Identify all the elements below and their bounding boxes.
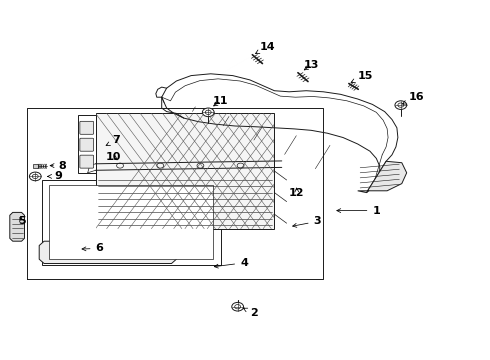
Text: 15: 15 (351, 71, 373, 82)
Text: 4: 4 (214, 258, 248, 268)
Text: 12: 12 (289, 188, 305, 198)
Text: 6: 6 (82, 243, 103, 253)
FancyBboxPatch shape (80, 138, 94, 151)
Text: 8: 8 (50, 161, 67, 171)
Polygon shape (96, 113, 274, 229)
Polygon shape (39, 241, 176, 264)
Text: 10: 10 (105, 152, 121, 162)
FancyBboxPatch shape (80, 121, 94, 134)
Polygon shape (78, 115, 96, 173)
Text: 7: 7 (106, 135, 121, 145)
Text: 9: 9 (48, 171, 62, 181)
Text: 11: 11 (213, 96, 229, 106)
Circle shape (395, 101, 407, 109)
Circle shape (398, 103, 404, 107)
Text: 3: 3 (293, 216, 321, 227)
Text: 1: 1 (337, 206, 380, 216)
Text: 14: 14 (256, 42, 275, 54)
Polygon shape (49, 185, 213, 259)
Text: 5: 5 (18, 216, 25, 226)
Circle shape (29, 172, 41, 181)
FancyBboxPatch shape (80, 155, 94, 168)
Text: 13: 13 (304, 60, 319, 70)
Bar (33, 164, 38, 168)
Circle shape (232, 302, 244, 311)
Circle shape (205, 110, 211, 114)
Circle shape (202, 108, 214, 117)
Polygon shape (358, 161, 407, 193)
Polygon shape (10, 212, 24, 241)
Circle shape (235, 305, 241, 309)
Polygon shape (42, 180, 220, 265)
Circle shape (32, 174, 38, 179)
Text: 2: 2 (244, 308, 258, 318)
Text: 16: 16 (403, 92, 425, 104)
